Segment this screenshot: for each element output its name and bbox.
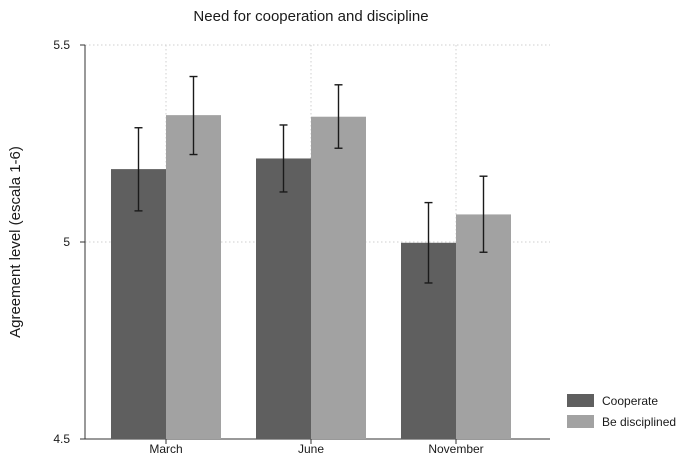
legend-swatch [567,415,594,428]
y-axis-title: Agreement level (escala 1-6) [7,146,24,338]
bar [166,115,221,440]
x-tick-label: June [298,442,324,454]
error-bars [134,75,488,284]
bar [111,169,166,440]
y-tick-label: 4.5 [53,432,70,446]
bar [311,116,366,439]
y-tick-label: 5.5 [53,38,70,52]
chart-title: Need for cooperation and discipline [193,8,428,25]
legend-label: Be disciplined [602,415,676,429]
legend: Cooperate Be disciplined [567,394,676,429]
bars [111,115,511,440]
x-tick-label: March [149,442,182,454]
x-tick-labels: March June November [149,439,484,454]
bar [256,158,311,440]
y-tick-label: 5 [63,235,70,249]
y-ticks: 4.5 5 5.5 [53,38,85,446]
legend-swatch [567,394,594,407]
legend-label: Cooperate [602,394,658,408]
x-tick-label: November [428,442,483,454]
